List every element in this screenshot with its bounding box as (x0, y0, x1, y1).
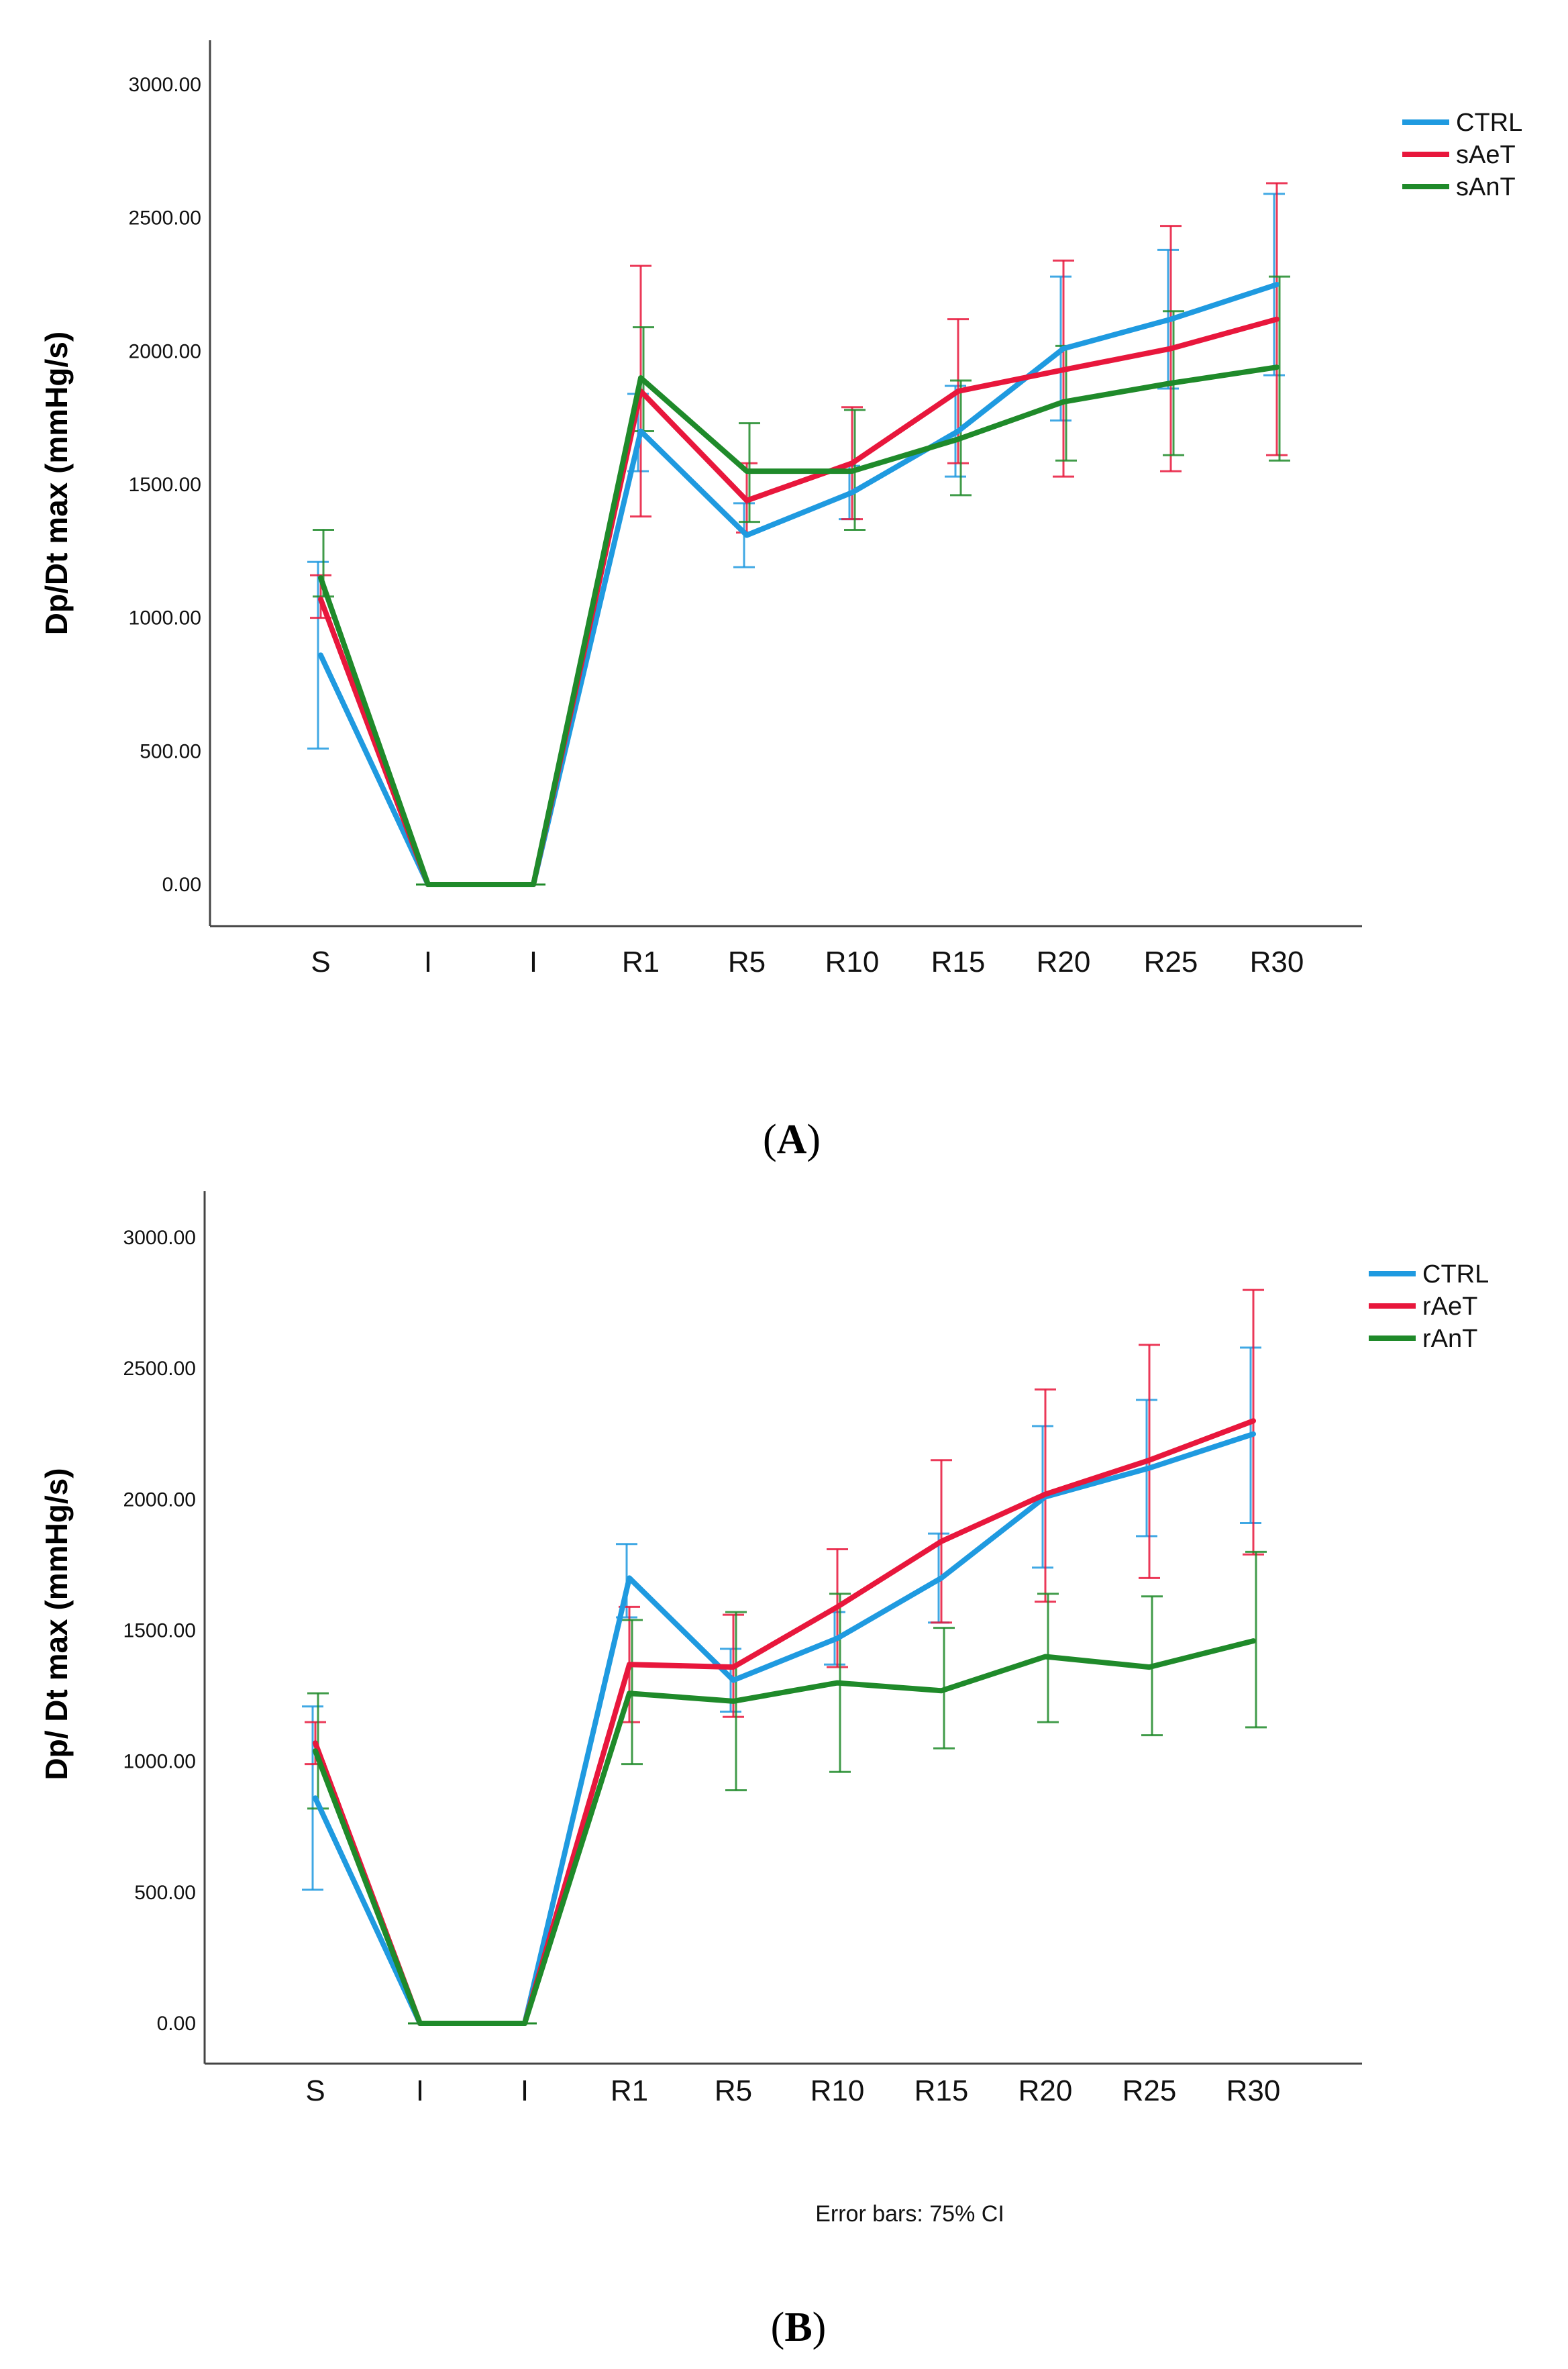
y-tick-label: 1000.00 (129, 607, 201, 629)
x-tick-label: R15 (914, 2074, 969, 2107)
error-bars (307, 182, 1290, 886)
x-tick-label: R25 (1122, 2074, 1177, 2107)
y-axis-label: Dp/Dt max (mmHg/s) (39, 332, 74, 635)
x-tick-labels: S I I R1 R5 R10 R15 R20 R25 R30 (305, 2074, 1280, 2107)
series-lines (318, 282, 1279, 887)
y-tick-label: 2500.00 (129, 207, 201, 230)
x-tick-label: R1 (611, 2074, 648, 2107)
x-tick-label: R5 (715, 2074, 752, 2107)
series-line-raet (313, 1418, 1256, 2026)
x-tick-label: R20 (1037, 946, 1091, 978)
x-tick-label: R15 (931, 946, 986, 978)
y-tick-label: 3000.00 (123, 1227, 196, 1249)
panel-label-a-letter: A (777, 1117, 807, 1162)
x-tick-label: I (529, 946, 537, 978)
x-tick-label: S (305, 2074, 325, 2107)
series-line-ctrl (318, 282, 1279, 887)
legend-label: rAeT (1422, 1293, 1477, 1321)
y-tick-label: 2000.00 (129, 340, 201, 362)
y-tick-label: 1000.00 (123, 1751, 196, 1773)
series-lines (313, 1418, 1256, 2026)
panel-label-b: (B) (771, 2305, 827, 2350)
x-tick-label: R1 (622, 946, 660, 978)
x-tick-label: R5 (728, 946, 766, 978)
y-tick-label: 500.00 (134, 1882, 196, 1904)
y-tick-label: 0.00 (157, 2013, 196, 2035)
chart-panel-a: Dp/Dt max (mmHg/s) 0.00 500.00 1000.00 1500… (39, 40, 1522, 978)
y-tick-label: 1500.00 (123, 1620, 196, 1642)
x-tick-label: I (416, 2074, 424, 2107)
legend-label: sAeT (1456, 141, 1516, 169)
x-tick-label: R10 (811, 2074, 865, 2107)
legend-label: CTRL (1422, 1260, 1489, 1289)
x-tick-labels: S I I R1 R5 R10 R15 R20 R25 R30 (311, 946, 1304, 978)
series-line-sant (318, 364, 1279, 887)
y-tick-label: 2500.00 (123, 1358, 196, 1380)
series-line-saet (318, 316, 1279, 887)
chart-panel-b: Dp/ Dt max (mmHg/s) 0.00 500.00 1000.00 150… (39, 1191, 1489, 2107)
x-tick-label: R30 (1250, 946, 1304, 978)
y-tick-label: 2000.00 (123, 1489, 196, 1511)
legend: CTRL rAeT rAnT (1369, 1260, 1489, 1353)
x-tick-label: R30 (1226, 2074, 1281, 2107)
x-tick-label: R25 (1144, 946, 1198, 978)
legend-label: rAnT (1422, 1325, 1477, 1353)
panel-label-a: (A) (763, 1117, 821, 1162)
error-bar-note: Error bars: 75% CI (815, 2201, 1004, 2227)
legend: CTRL sAeT sAnT (1402, 109, 1522, 201)
y-tick-labels: 0.00 500.00 1000.00 1500.00 2000.00 2500.00 30… (129, 74, 201, 896)
y-tick-label: 1500.00 (129, 474, 201, 496)
panel-label-b-letter: B (784, 2305, 812, 2350)
y-axis-label: Dp/ Dt max (mmHg/s) (39, 1468, 74, 1780)
y-tick-label: 0.00 (162, 874, 201, 896)
x-tick-label: I (424, 946, 432, 978)
x-tick-label: S (311, 946, 330, 978)
y-tick-labels: 0.00 500.00 1000.00 1500.00 2000.00 2500.00 30… (123, 1227, 196, 2035)
x-tick-label: R20 (1018, 2074, 1073, 2107)
series-line-ctrl (313, 1431, 1256, 2026)
legend-label: sAnT (1456, 173, 1516, 201)
x-tick-label: R10 (825, 946, 880, 978)
error-bars (302, 1289, 1267, 2025)
y-tick-label: 500.00 (140, 740, 201, 762)
x-tick-label: I (521, 2074, 529, 2107)
y-tick-label: 3000.00 (129, 74, 201, 96)
series-line-rant (313, 1638, 1256, 2026)
legend-label: CTRL (1456, 109, 1522, 137)
